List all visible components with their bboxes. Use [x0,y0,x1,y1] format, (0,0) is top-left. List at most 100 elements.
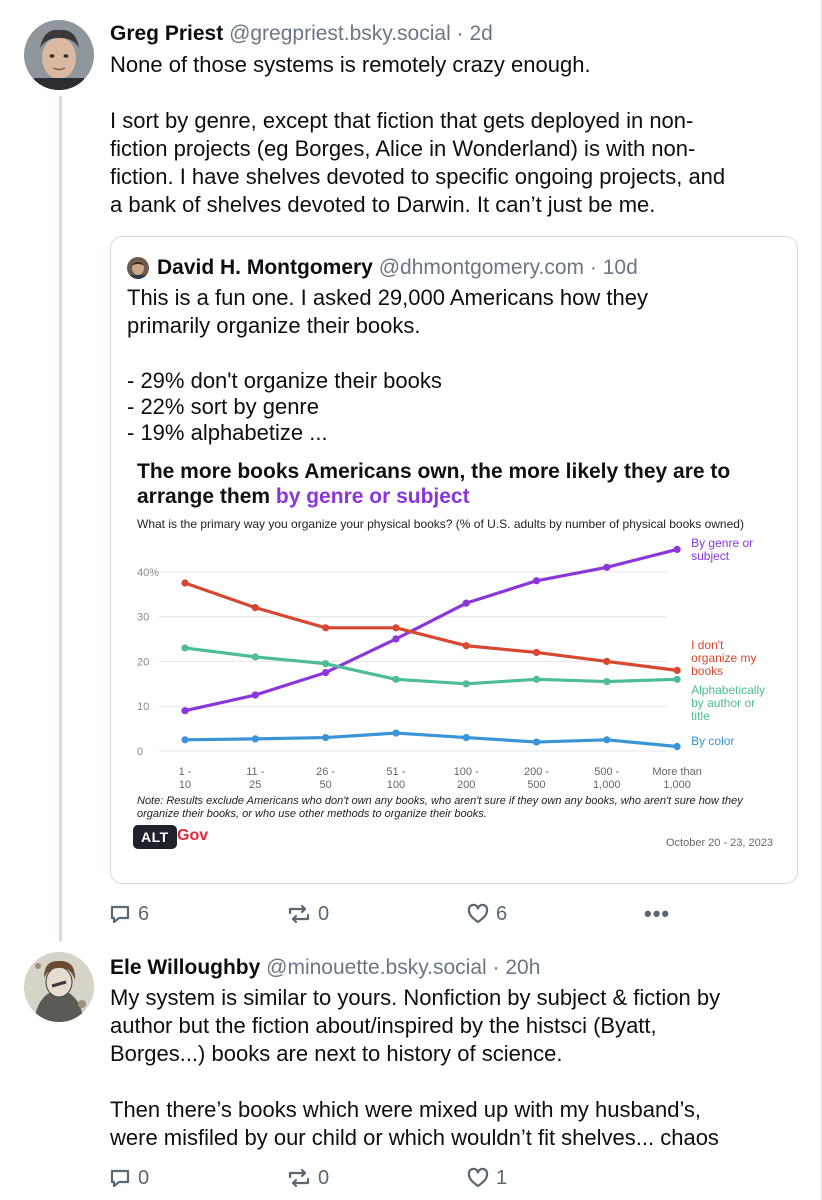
chart-title-line1: The more books Americans own, the more l… [137,460,731,483]
quoted-post-text: This is a fun one. I asked 29,000 Americ… [127,284,648,446]
like-count: 6 [496,902,508,925]
x-tick-label: 25 [249,779,261,791]
data-point [181,707,189,715]
repost-count: 0 [318,902,330,925]
data-point [392,635,400,643]
post-timestamp[interactable]: 2d [469,22,493,45]
chart-title: The more books Americans own, the more l… [137,459,730,509]
author-handle[interactable]: @minouette.bsky.social [266,956,487,979]
series-label: title [691,709,710,723]
data-point [603,736,611,744]
y-tick-label: 0 [137,746,143,758]
text-line: None of those systems is remotely crazy … [110,52,591,77]
data-point [603,677,611,686]
like-button[interactable]: 6 [466,900,507,928]
text-line: - 29% don't organize their books [127,368,442,393]
data-point [673,742,681,751]
author-handle[interactable]: @gregpriest.bsky.social [229,22,451,45]
series-label: by author or [691,696,755,710]
repost-button[interactable]: 0 [286,1164,329,1192]
data-point [251,653,259,661]
data-point [251,604,259,612]
series-label: books [691,664,723,678]
data-point [603,657,611,665]
data-point [181,644,189,652]
post-header: Ele Willoughby @minouette.bsky.social · … [110,955,540,981]
heart-icon [467,903,489,924]
text-line: a bank of shelves devoted to Darwin. It … [110,192,656,217]
series-label: organize my [691,651,756,665]
reply-icon [110,1169,130,1188]
chart-title-line2: arrange them [137,485,271,508]
avatar[interactable] [24,20,94,90]
data-point [322,624,330,632]
author-name[interactable]: Greg Priest [110,22,224,45]
text-line: Then there’s books which were mixed up w… [110,1097,702,1122]
data-point [462,599,470,607]
data-point [462,680,470,688]
quoted-post-header: David H. Montgomery @dhmontgomery.com · … [127,255,638,281]
data-point [392,624,400,632]
x-tick-label: 11 - [246,766,264,778]
avatar[interactable] [24,952,94,1022]
y-tick-label: 10 [137,701,149,713]
y-tick-label: 40% [137,567,159,579]
quoted-post-card[interactable]: David H. Montgomery @dhmontgomery.com · … [110,236,798,884]
text-line: fiction. I have shelves devoted to speci… [110,164,726,189]
series-label: By genre or [691,536,753,550]
like-button[interactable]: 1 [466,1164,507,1192]
data-point [181,579,189,587]
series-line [183,581,679,672]
reply-button[interactable]: 0 [108,1164,149,1192]
y-tick-label: 20 [137,656,149,668]
reply-count: 6 [138,902,150,925]
brand-logo: Gov [177,827,209,844]
series-label: Alphabetically [691,683,765,697]
repost-icon [288,904,310,924]
x-tick-label: 200 - [524,766,549,778]
text-line: This is a fun one. I asked 29,000 Americ… [127,285,648,310]
reply-button[interactable]: 6 [108,900,149,928]
series-line [183,547,679,713]
repost-button[interactable]: 0 [286,900,329,928]
data-point [181,736,189,744]
x-tick-label: 100 [387,779,405,791]
post-timestamp[interactable]: 20h [505,956,541,979]
data-point [322,669,330,677]
post-timestamp[interactable]: 10d [602,256,638,279]
x-tick-label: 1,000 [663,779,691,791]
post-header: Greg Priest @gregpriest.bsky.social · 2d [110,21,493,47]
author-name[interactable]: Ele Willoughby [110,956,261,979]
alt-text-button[interactable]: ALT [133,825,177,849]
post-actions: 6 0 6 ••• [108,900,670,928]
series-label: I don't [691,638,724,652]
data-point [673,675,681,683]
x-tick-label: 500 - [594,766,619,778]
more-options-button[interactable]: ••• [644,900,670,928]
like-count: 1 [496,1166,508,1189]
chart-image[interactable]: The more books Americans own, the more l… [127,445,783,875]
data-point [322,733,330,742]
heart-icon [467,1167,489,1188]
data-point [392,675,400,683]
chart-title-highlight: by genre or subject [275,485,470,508]
data-point [392,729,400,737]
x-tick-label: More than [652,766,702,778]
text-line: My system is similar to yours. Nonfictio… [110,985,721,1010]
author-handle[interactable]: @dhmontgomery.com [378,256,585,279]
thread-connector [59,96,62,942]
data-point [251,691,259,699]
data-point [462,642,470,650]
chart-date: October 20 - 23, 2023 [665,837,773,849]
series-line [183,646,679,686]
text-line: author but the fiction about/inspired by… [110,1013,657,1038]
text-line: fiction projects (eg Borges, Alice in Wo… [110,136,696,161]
separator-dot: · [456,22,464,45]
x-tick-label: 500 [527,779,545,791]
chart-note: Note: Results exclude Americans who don'… [137,795,743,820]
data-point [251,735,259,743]
data-point [603,563,611,571]
author-name[interactable]: David H. Montgomery [157,256,373,279]
text-line: were misfiled by our child or which woul… [110,1125,719,1150]
